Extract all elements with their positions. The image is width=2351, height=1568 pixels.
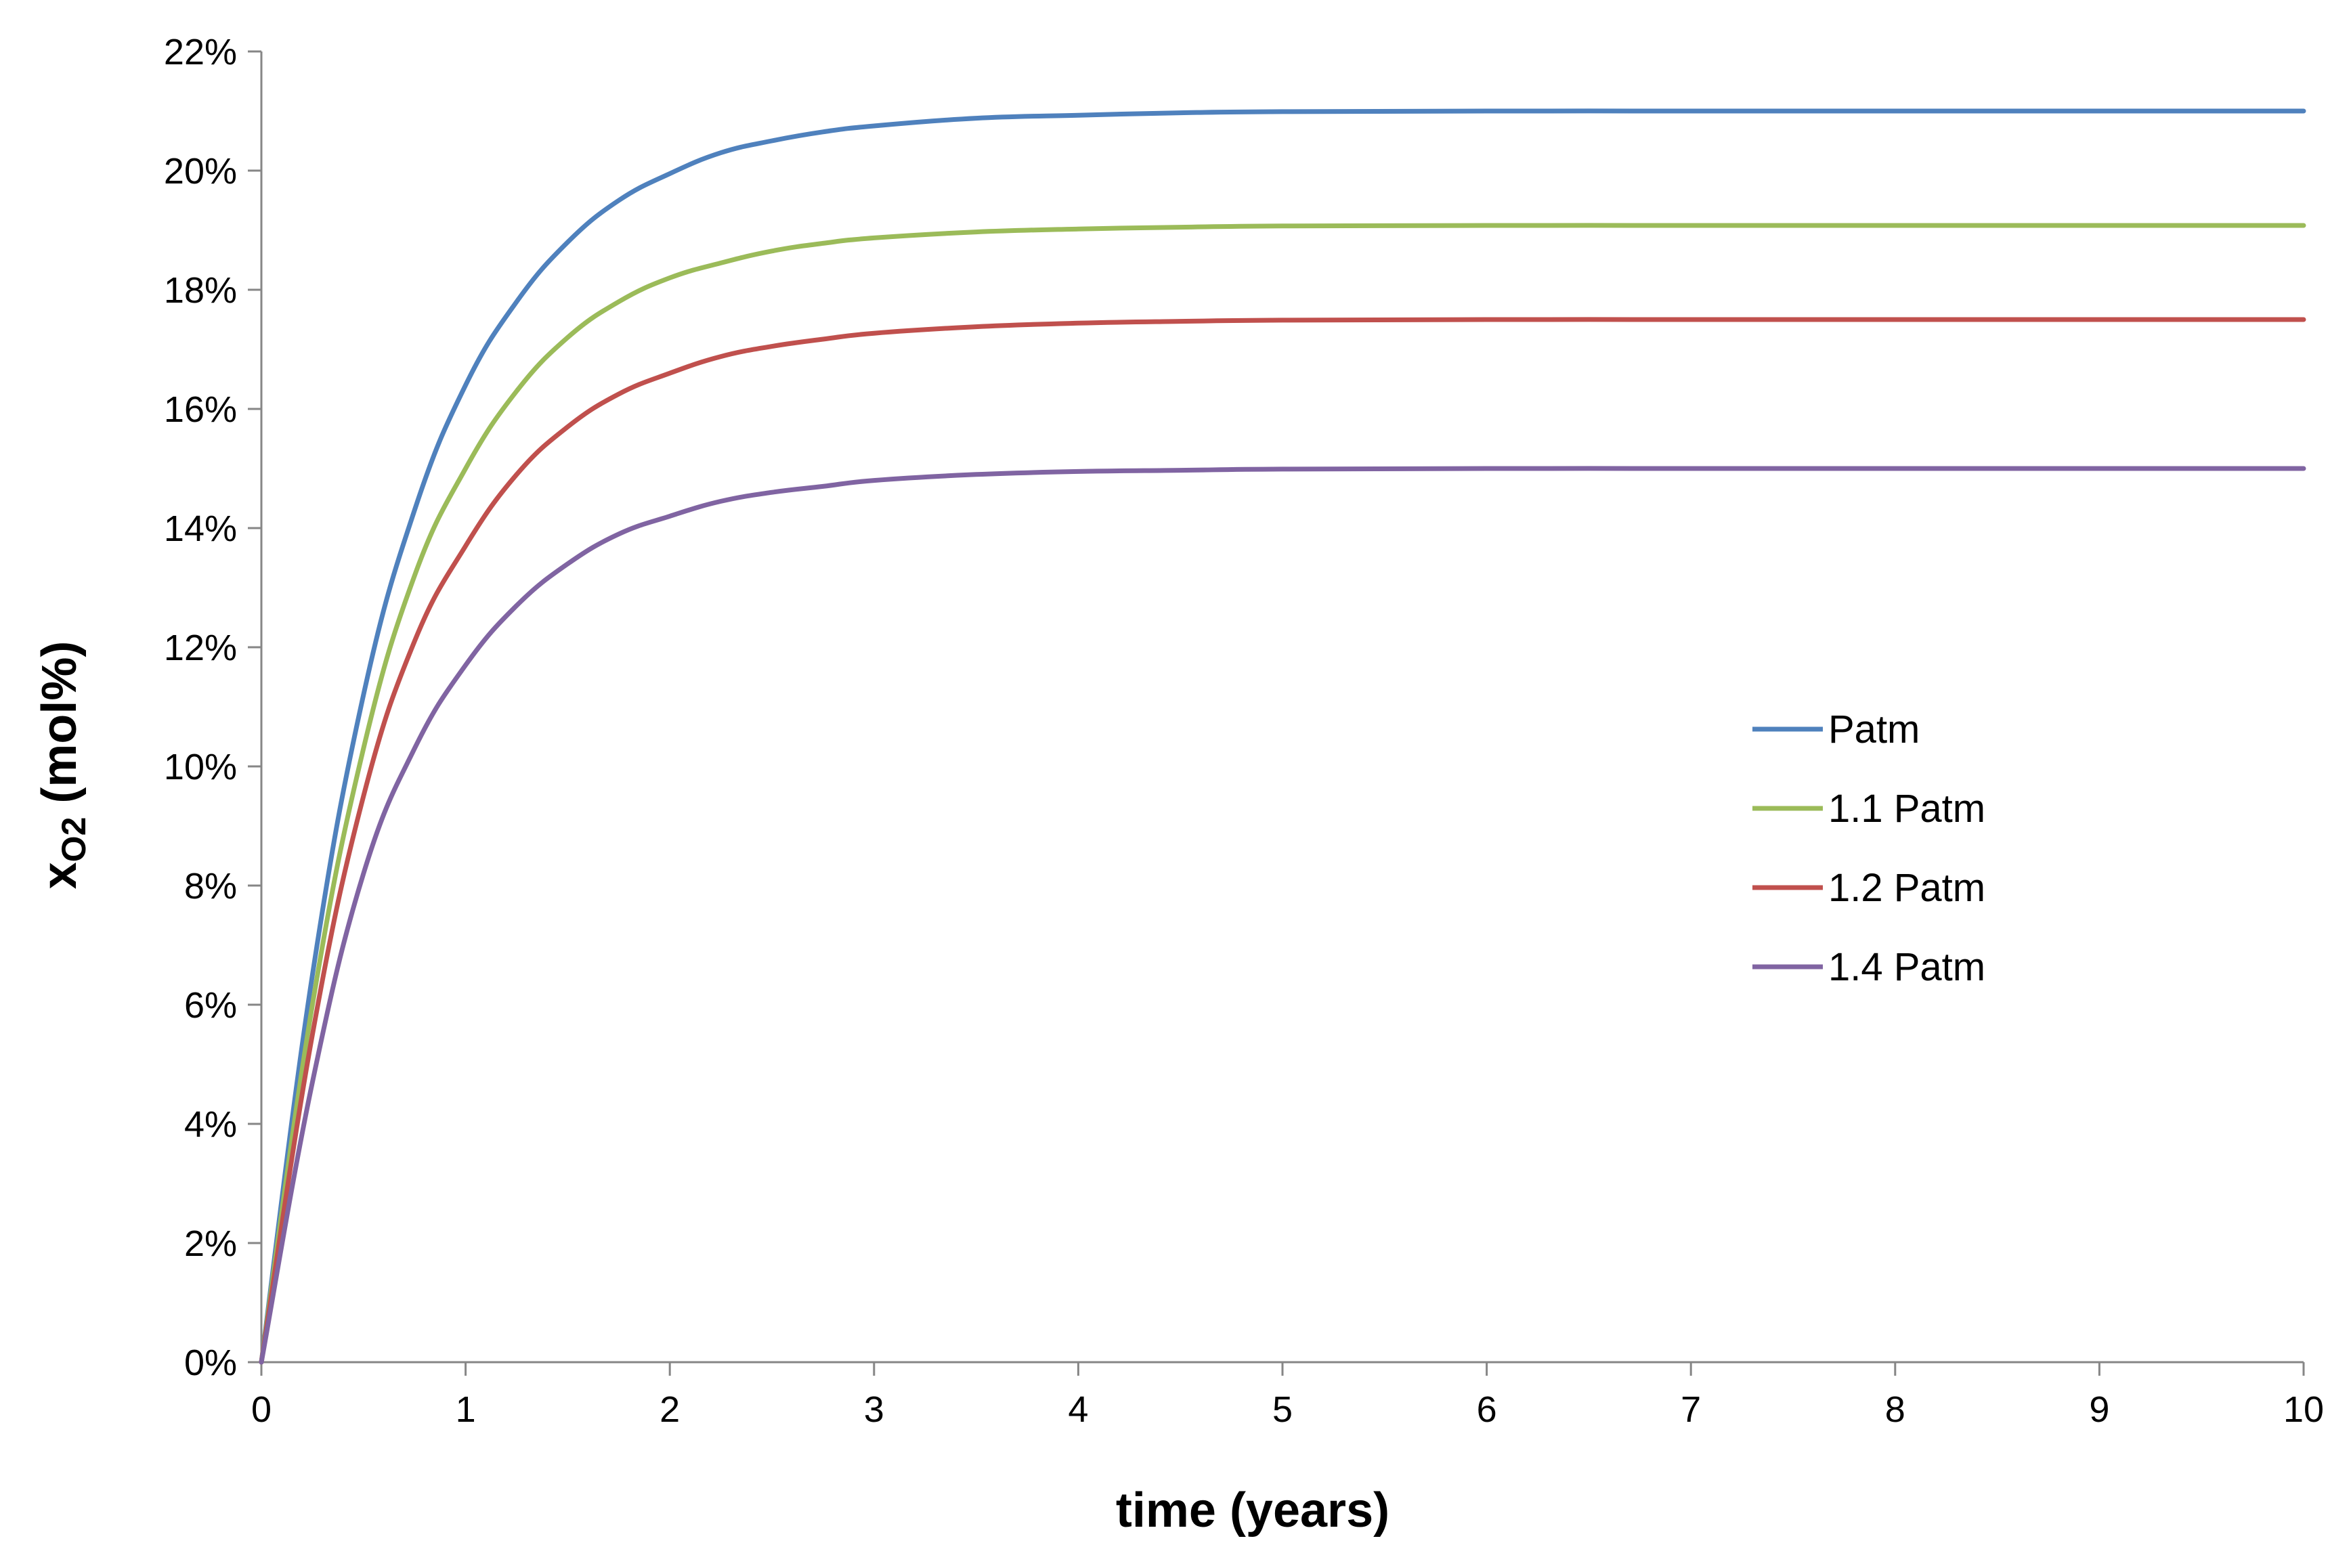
legend-label: 1.2 Patm <box>1828 866 1985 910</box>
y-tick-label: 14% <box>164 508 237 549</box>
y-axis-title-suffix: (mol%) <box>33 641 87 817</box>
y-tick-label: 6% <box>184 985 237 1026</box>
x-tick-label: 10 <box>2283 1389 2324 1430</box>
y-tick-label: 10% <box>164 747 237 787</box>
series-line-3 <box>259 317 2306 1365</box>
x-tick-label: 2 <box>660 1389 680 1430</box>
series-line-4 <box>259 466 2306 1365</box>
y-tick-label: 4% <box>184 1104 237 1145</box>
y-tick-label: 16% <box>164 389 237 430</box>
y-tick-label: 2% <box>184 1223 237 1264</box>
x-axis-title: time (years) <box>1116 1483 1389 1538</box>
legend: Patm 1.1 Patm 1.2 Patm 1.4 Patm <box>1752 707 1985 989</box>
legend-label: Patm <box>1828 707 1920 752</box>
x-tick-label: 5 <box>1272 1389 1293 1430</box>
series-layer <box>259 108 2306 1365</box>
legend-label: 1.1 Patm <box>1828 787 1985 831</box>
y-tick-label: 12% <box>164 628 237 668</box>
x-tick-label: 4 <box>1068 1389 1088 1430</box>
series-line-2 <box>259 223 2306 1365</box>
x-tick-label: 3 <box>864 1389 884 1430</box>
y-tick-label: 22% <box>164 32 237 72</box>
axes: 0% 2% 4% 6% 8% 10% 12% 14% 16% 18% 20% 22% 0 1 2 3 4 5 6 7 8… <box>164 32 2324 1430</box>
x-tick-label: 9 <box>2089 1389 2109 1430</box>
x-tick-label: 8 <box>1885 1389 1905 1430</box>
y-tick-label: 18% <box>164 270 237 311</box>
y-tick-label: 8% <box>184 866 237 907</box>
y-axis-title-subscript: O2 <box>55 817 93 863</box>
legend-label: 1.4 Patm <box>1828 945 1985 989</box>
y-tick-label: 0% <box>184 1343 237 1383</box>
x-tick-label: 0 <box>251 1389 272 1430</box>
series-line-1 <box>259 108 2306 1365</box>
y-axis-title: xO2 (mol%) <box>33 641 93 890</box>
y-tick-label: 20% <box>164 151 237 192</box>
y-axis-title-main: x <box>33 862 87 889</box>
x-tick-label: 6 <box>1477 1389 1497 1430</box>
x-tick-label: 1 <box>456 1389 476 1430</box>
x-tick-label: 7 <box>1681 1389 1701 1430</box>
